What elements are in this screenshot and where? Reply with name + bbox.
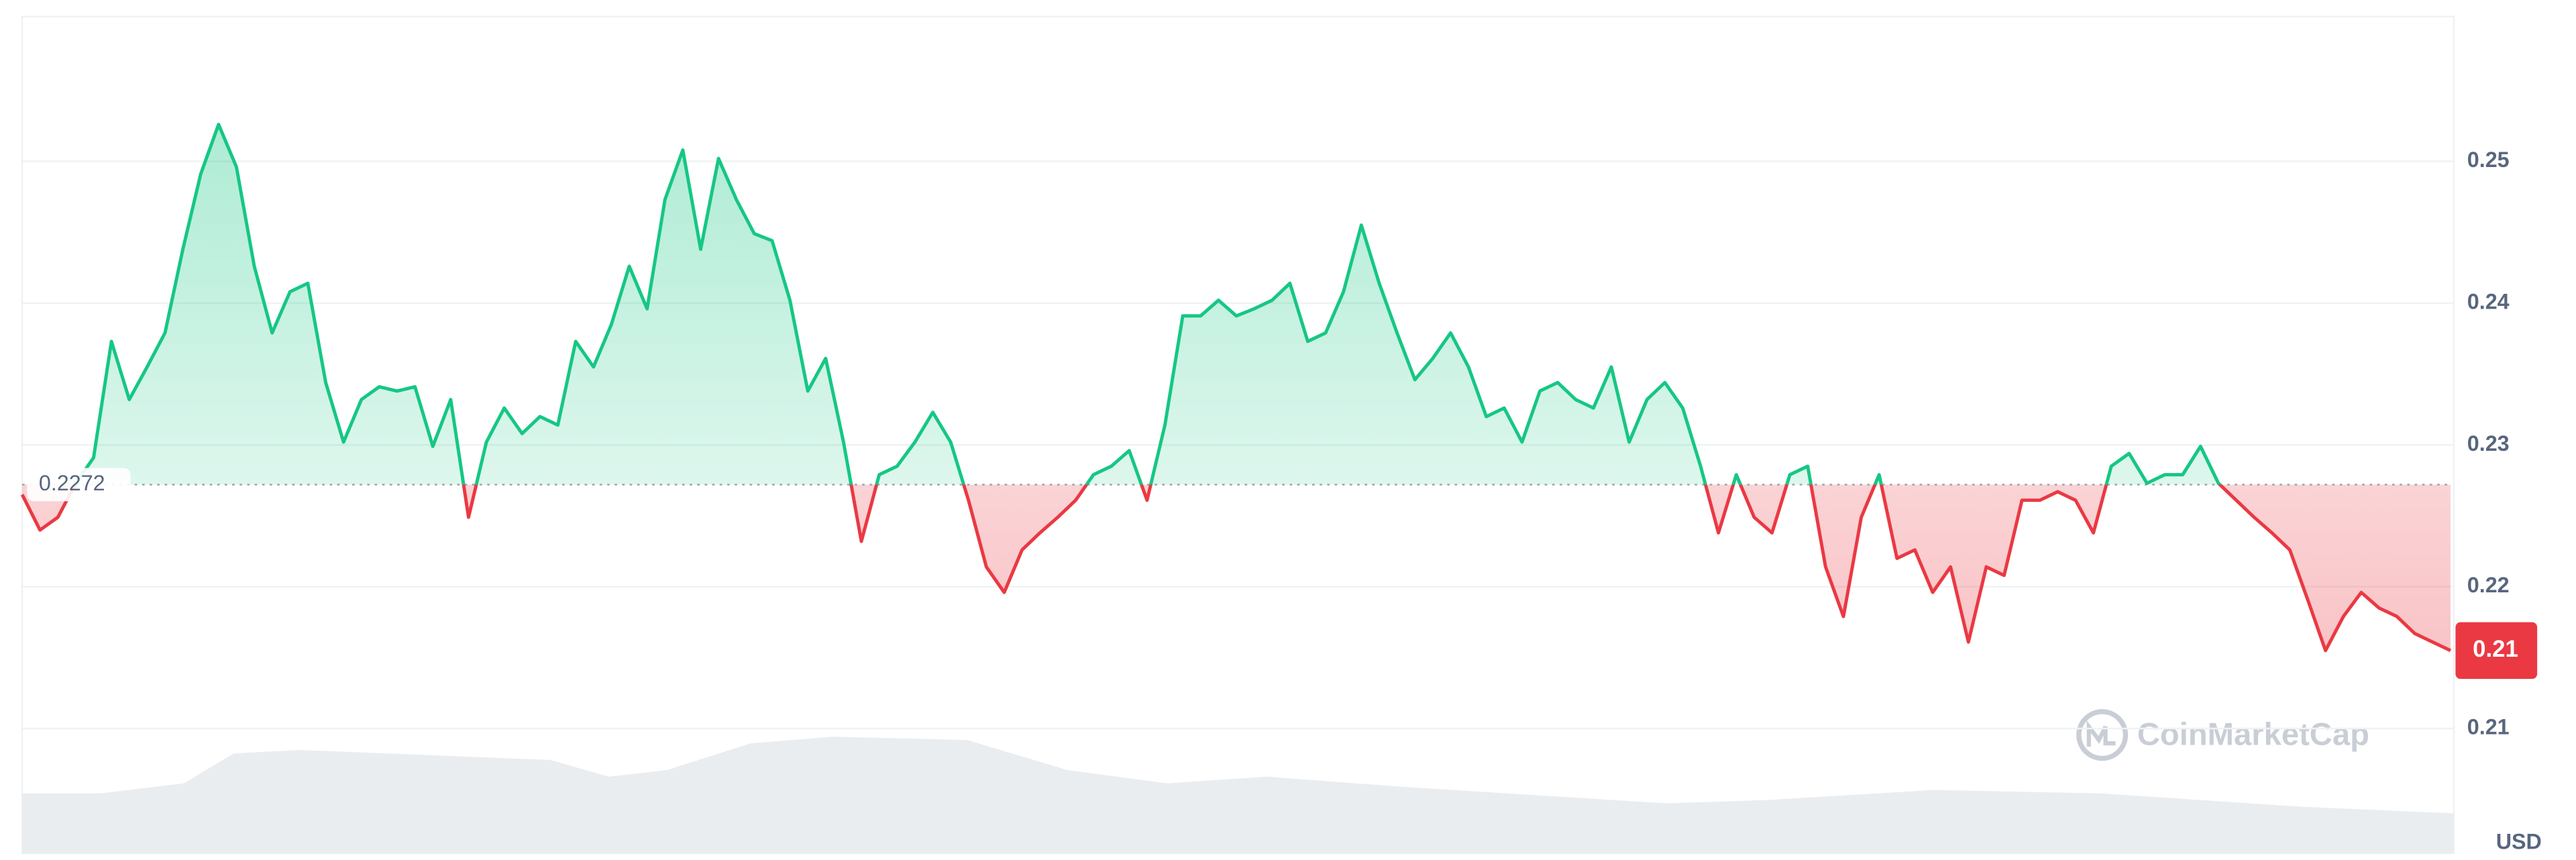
unit-label: USD: [2496, 830, 2542, 854]
baseline-label-bg: [27, 468, 131, 502]
watermark: CoinMarketCap: [2137, 717, 2369, 753]
baseline-label: 0.2272: [39, 471, 105, 495]
price-line-below: [20, 484, 2452, 653]
watermark-logo: [2076, 709, 2129, 761]
current-price-badge: [2455, 622, 2538, 680]
watermark-logo-mark: [2086, 720, 2116, 747]
volume-area: [22, 737, 2454, 854]
y-tick-label: 0.24: [2467, 289, 2510, 313]
y-tick-label: 0.25: [2467, 148, 2510, 172]
area-above: [74, 124, 2220, 485]
y-tick-label: 0.22: [2467, 573, 2510, 597]
price-line-above: [72, 123, 2222, 485]
watermark-group: CoinMarketCap: [2076, 709, 2369, 761]
y-tick-label: 0.21: [2467, 715, 2510, 739]
current-price-label: 0.21: [2473, 637, 2518, 662]
y-tick-label: 0.23: [2467, 431, 2510, 455]
